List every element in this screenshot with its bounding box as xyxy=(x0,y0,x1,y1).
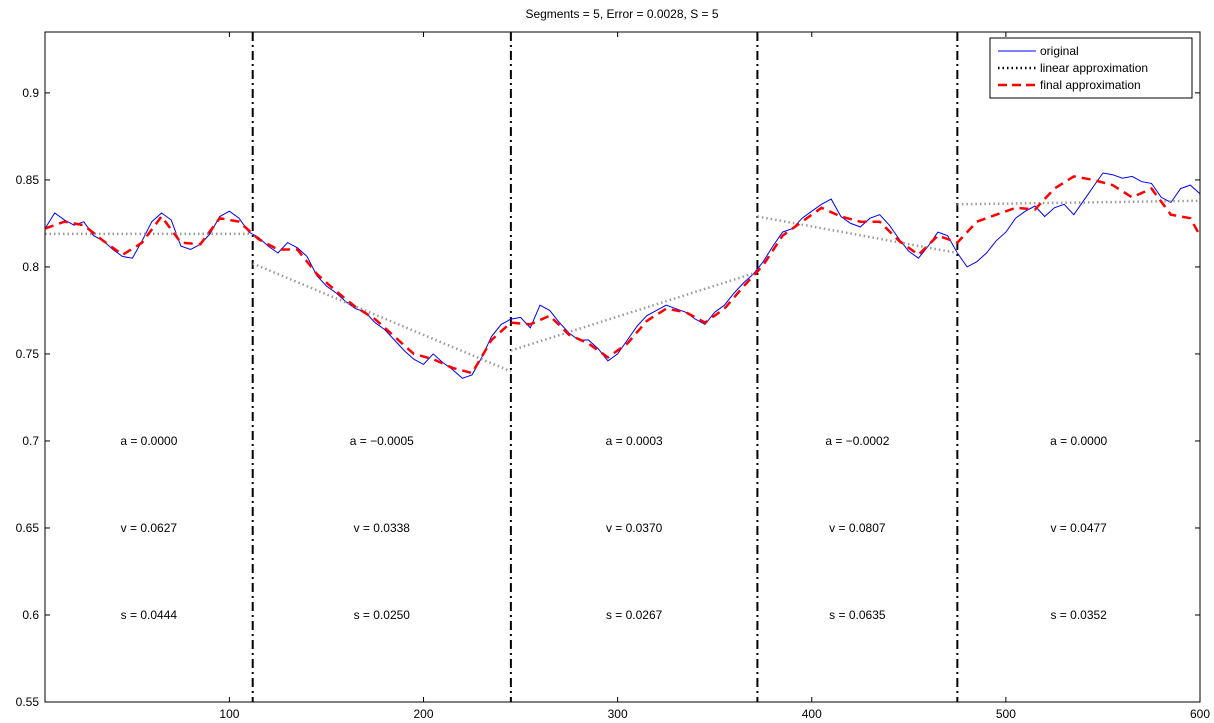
legend-label: linear approximation xyxy=(1040,61,1148,75)
segment-annotation-a: a = −0.0002 xyxy=(825,434,889,448)
y-tick-label: 0.75 xyxy=(16,347,40,361)
y-tick-label: 0.8 xyxy=(22,260,39,274)
y-tick-label: 0.6 xyxy=(22,608,39,622)
segment-annotation-s: s = 0.0444 xyxy=(121,608,178,622)
segment-annotation-s: s = 0.0267 xyxy=(606,608,663,622)
segment-annotation-s: s = 0.0352 xyxy=(1050,608,1107,622)
x-tick-label: 600 xyxy=(1190,707,1210,721)
series-linear-approximation-segment xyxy=(252,262,512,373)
x-tick-label: 100 xyxy=(219,707,239,721)
y-tick-label: 0.7 xyxy=(22,434,39,448)
legend-box xyxy=(989,37,1193,99)
legend-label: original xyxy=(1040,44,1079,58)
x-tick-label: 400 xyxy=(802,707,822,721)
legend-label: final approximation xyxy=(1040,78,1141,92)
segment-annotation-v: v = 0.0627 xyxy=(121,521,178,535)
y-tick-label: 0.9 xyxy=(22,86,39,100)
plot-area: 0.55 0.6 0.65 0.7 0.75 0.8 0.85 0.9 100 200 300 400… xyxy=(16,32,1210,721)
segment-annotation-v: v = 0.0370 xyxy=(606,521,663,535)
x-tick-label: 300 xyxy=(608,707,628,721)
segment-annotation-s: s = 0.0250 xyxy=(354,608,411,622)
segment-annotation-a: a = −0.0005 xyxy=(350,434,414,448)
series-final-approximation-line xyxy=(44,175,1202,375)
segment-annotation-v: v = 0.0807 xyxy=(829,521,886,535)
series-original-line xyxy=(44,172,1201,379)
legend: original linear approximation final approx… xyxy=(989,37,1193,99)
segment-annotation-a: a = 0.0000 xyxy=(1050,434,1107,448)
segment-annotation-v: v = 0.0477 xyxy=(1050,521,1107,535)
segment-annotation-a: a = 0.0003 xyxy=(606,434,663,448)
segment-annotation-v: v = 0.0338 xyxy=(354,521,411,535)
chart-title: Segments = 5, Error = 0.0028, S = 5 xyxy=(525,7,718,21)
y-tick-label: 0.55 xyxy=(16,695,40,709)
series-linear-approximation-segment xyxy=(510,271,758,352)
segment-annotation-s: s = 0.0635 xyxy=(829,608,886,622)
x-tick-label: 200 xyxy=(414,707,434,721)
segment-annotation-a: a = 0.0000 xyxy=(120,434,177,448)
axes-frame xyxy=(44,31,1201,703)
y-tick-label: 0.65 xyxy=(16,521,40,535)
x-tick-label: 500 xyxy=(996,707,1016,721)
y-tick-label: 0.85 xyxy=(16,173,40,187)
